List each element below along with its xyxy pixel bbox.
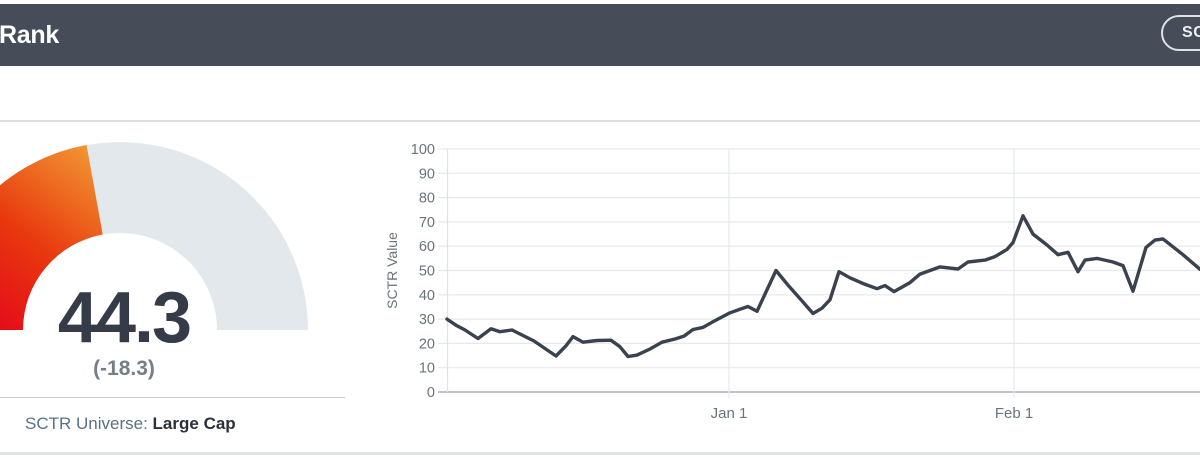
sctr-line-chart: 0 10 20 30 40 50 60 70 80 90 100 Jan 1 Feb 1 SCTR Val…	[384, 142, 1200, 422]
y-tick-label: 50	[419, 264, 435, 280]
y-tick-label: 100	[411, 142, 435, 158]
widget-title: Rank	[0, 20, 59, 49]
sctr-value-line	[445, 214, 1200, 359]
gauge-value: 44.3	[57, 278, 192, 358]
x-tick-label: Jan 1	[711, 405, 748, 422]
y-tick-label: 10	[419, 361, 435, 377]
sctr-universe: SCTR Universe: Large Cap	[25, 414, 236, 434]
y-tick-label: 40	[419, 288, 435, 304]
sctr-gauge	[0, 142, 308, 330]
sctr-pill-button[interactable]: SCTR	[1161, 15, 1200, 51]
top-strip	[0, 0, 1200, 4]
y-tick-label: 90	[419, 166, 435, 182]
y-tick-label: 0	[427, 385, 435, 401]
panel-top-border	[0, 120, 1200, 122]
y-tick-label: 20	[419, 336, 435, 352]
widget-header: Rank SCTR	[0, 4, 1200, 66]
y-tick-label: 30	[419, 312, 435, 328]
x-tick-label: Feb 1	[995, 405, 1033, 422]
y-tick-label: 80	[419, 191, 435, 207]
y-tick-label: 70	[419, 215, 435, 231]
sctr-universe-label: SCTR Universe:	[25, 414, 148, 433]
gauge-change: (-18.3)	[93, 357, 155, 380]
sctr-universe-value: Large Cap	[152, 414, 236, 433]
y-tick-label: 60	[419, 239, 435, 255]
header-spacer	[0, 66, 1200, 120]
bottom-border	[0, 452, 1200, 455]
gauge-value-arc	[0, 145, 103, 330]
y-axis-title: SCTR Value	[384, 232, 400, 309]
gauge-panel-divider	[0, 397, 345, 398]
